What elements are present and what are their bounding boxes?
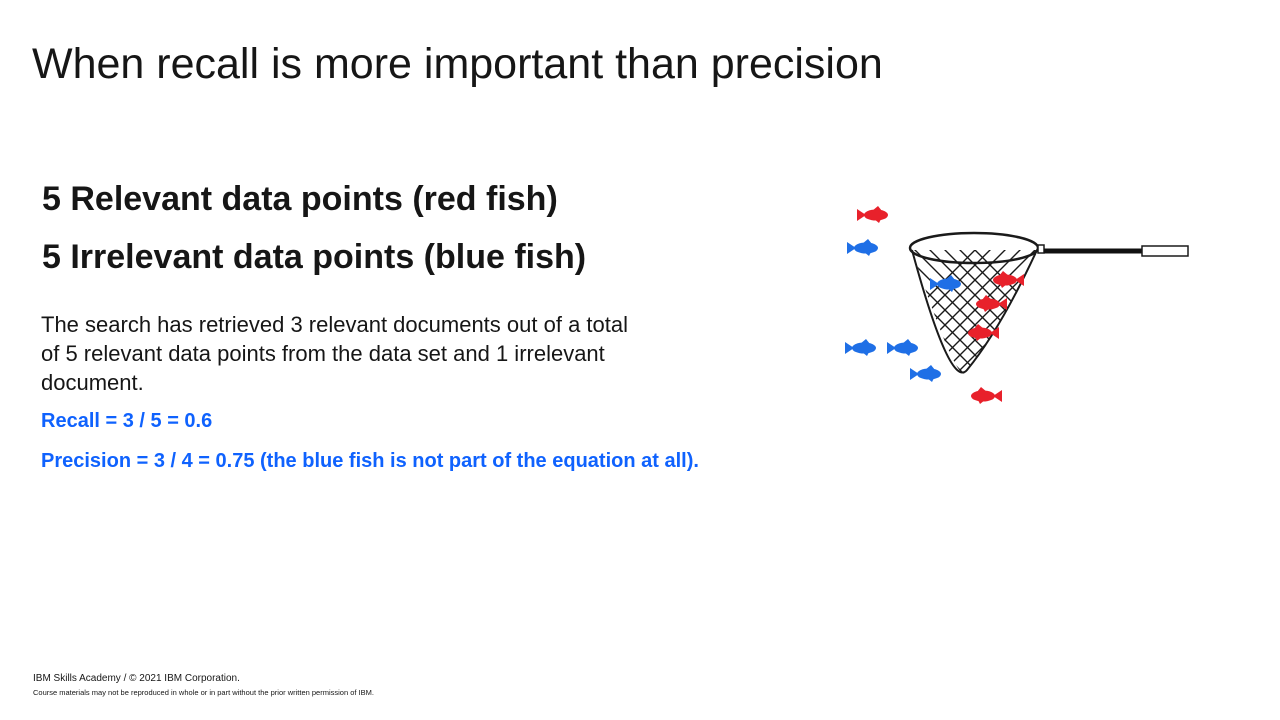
relevant-heading: 5 Relevant data points (red fish) xyxy=(42,180,558,218)
blue-fish-icon xyxy=(887,339,918,356)
fishing-net-icon xyxy=(908,231,1189,374)
recall-formula: Recall = 3 / 5 = 0.6 xyxy=(41,410,213,432)
irrelevant-heading: 5 Irrelevant data points (blue fish) xyxy=(42,238,587,276)
footer-notice: Course materials may not be reproduced i… xyxy=(33,688,374,697)
red-fish-icon xyxy=(971,387,1002,404)
blue-fish-icon xyxy=(910,365,941,382)
body-paragraph: The search has retrieved 3 relevant docu… xyxy=(41,312,628,395)
blue-fish-icon xyxy=(847,239,878,256)
footer-copyright: IBM Skills Academy / © 2021 IBM Corporat… xyxy=(33,673,240,684)
fishing-net-illustration xyxy=(845,206,1189,404)
page-title: When recall is more important than preci… xyxy=(32,40,883,88)
red-fish-icon xyxy=(857,206,888,223)
blue-fish-icon xyxy=(845,339,876,356)
precision-formula: Precision = 3 / 4 = 0.75 (the blue fish … xyxy=(41,450,699,472)
